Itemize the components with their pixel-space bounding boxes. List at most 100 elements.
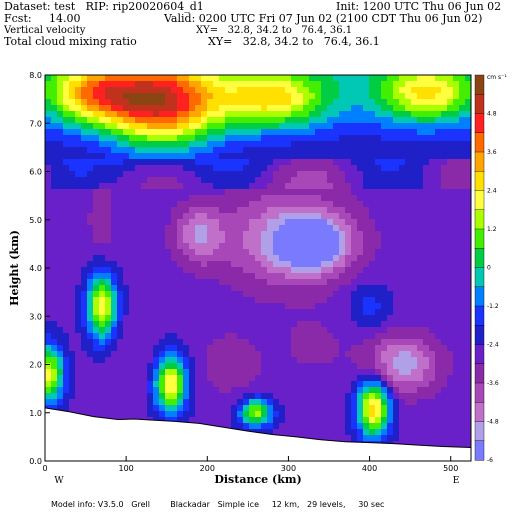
field-cell	[183, 117, 190, 124]
field-cell	[255, 213, 262, 220]
field-cell	[177, 219, 184, 226]
field-cell	[201, 237, 208, 244]
field-cell	[195, 411, 202, 418]
field-cell	[63, 189, 70, 196]
field-cell	[279, 405, 286, 412]
field-cell	[303, 363, 310, 370]
field-cell	[165, 93, 172, 100]
field-cell	[453, 333, 460, 340]
field-cell	[417, 441, 424, 448]
field-cell	[165, 219, 172, 226]
field-cell	[135, 261, 142, 268]
field-cell	[363, 423, 370, 430]
field-cell	[183, 99, 190, 106]
field-cell	[291, 351, 298, 358]
field-cell	[435, 345, 442, 352]
field-cell	[45, 99, 52, 106]
field-cell	[231, 423, 238, 430]
field-cell	[153, 87, 160, 94]
field-cell	[159, 405, 166, 412]
field-cell	[333, 99, 340, 106]
field-cell	[411, 225, 418, 232]
field-cell	[69, 195, 76, 202]
field-cell	[87, 237, 94, 244]
field-cell	[249, 123, 256, 130]
field-cell	[135, 165, 142, 172]
field-cell	[183, 267, 190, 274]
field-cell	[69, 381, 76, 388]
field-cell	[261, 243, 268, 250]
field-cell	[147, 213, 154, 220]
field-cell	[111, 261, 118, 268]
field-cell	[159, 291, 166, 298]
field-cell	[381, 225, 388, 232]
field-cell	[327, 147, 334, 154]
field-cell	[57, 183, 64, 190]
field-cell	[309, 141, 316, 148]
field-cell	[435, 243, 442, 250]
field-cell	[447, 147, 454, 154]
field-cell	[45, 219, 52, 226]
field-cell	[285, 405, 292, 412]
field-cell	[363, 429, 370, 436]
terrain-mask	[44, 407, 472, 462]
field-cell	[411, 291, 418, 298]
field-cell	[315, 363, 322, 370]
field-cell	[219, 153, 226, 160]
field-cell	[375, 255, 382, 262]
field-cell	[189, 405, 196, 412]
field-cell	[159, 123, 166, 130]
field-cell	[309, 177, 316, 184]
field-cell	[45, 117, 52, 124]
field-cell	[393, 123, 400, 130]
field-cell	[399, 279, 406, 286]
field-cell	[63, 297, 70, 304]
field-cell	[171, 297, 178, 304]
field-cell	[315, 297, 322, 304]
field-cell	[435, 81, 442, 88]
field-cell	[363, 261, 370, 268]
field-cell	[429, 249, 436, 256]
field-cell	[285, 279, 292, 286]
field-cell	[447, 297, 454, 304]
field-cell	[45, 195, 52, 202]
field-cell	[57, 99, 64, 106]
field-cell	[261, 141, 268, 148]
field-cell	[285, 381, 292, 388]
field-cell	[129, 393, 136, 400]
field-cell	[81, 213, 88, 220]
field-cell	[141, 219, 148, 226]
field-cell	[435, 111, 442, 118]
field-cell	[105, 153, 112, 160]
field-cell	[141, 171, 148, 178]
field-cell	[303, 105, 310, 112]
field-cell	[441, 177, 448, 184]
field-cell	[321, 141, 328, 148]
field-cell	[153, 153, 160, 160]
field-cell	[453, 171, 460, 178]
field-cell	[429, 375, 436, 382]
field-cell	[219, 387, 226, 394]
field-cell	[465, 297, 471, 304]
field-cell	[219, 201, 226, 208]
field-cell	[201, 141, 208, 148]
field-cell	[243, 273, 250, 280]
field-cell	[63, 75, 70, 82]
field-cell	[147, 327, 154, 334]
field-cell	[267, 123, 274, 130]
field-cell	[51, 111, 58, 118]
field-cell	[465, 267, 471, 274]
field-cell	[453, 183, 460, 190]
field-cell	[453, 147, 460, 154]
field-cell	[63, 405, 70, 412]
field-cell	[135, 171, 142, 178]
field-cell	[153, 327, 160, 334]
field-cell	[327, 303, 334, 310]
field-cell	[189, 159, 196, 166]
field-cell	[207, 279, 214, 286]
field-cell	[261, 87, 268, 94]
field-cell	[123, 195, 130, 202]
field-cell	[291, 171, 298, 178]
field-cell	[93, 393, 100, 400]
field-cell	[183, 393, 190, 400]
